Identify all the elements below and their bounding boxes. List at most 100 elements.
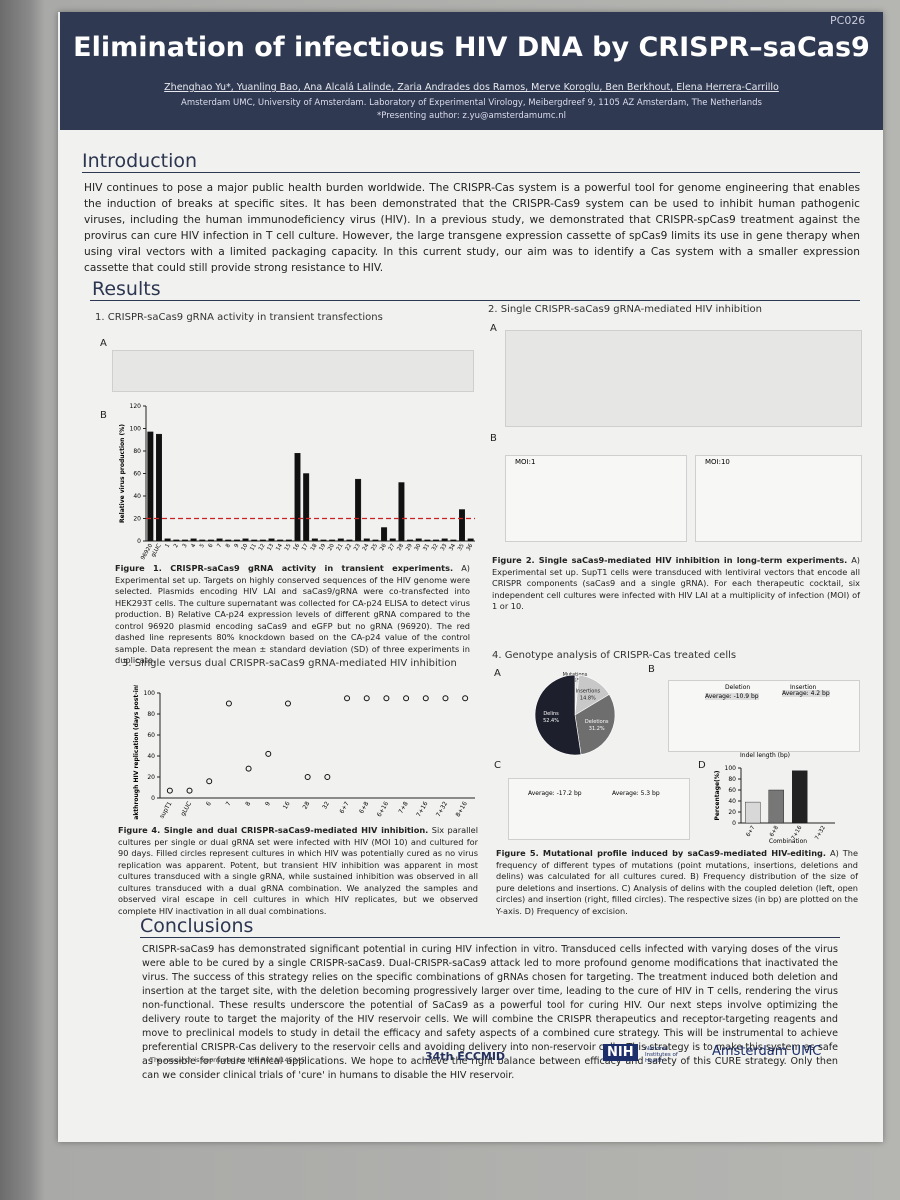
- dot: [363, 695, 370, 702]
- y-axis-label: Relative virus production (%): [119, 424, 126, 523]
- plot-placeholder: [508, 778, 690, 840]
- panel-label: B: [648, 664, 655, 675]
- x-tick-label: 6+7: [338, 800, 350, 815]
- y-tick-label: 100: [725, 765, 737, 772]
- slice-label: Insertions: [576, 689, 601, 695]
- x-tick-label: 8: [244, 800, 252, 807]
- y-tick-label: 0: [732, 820, 736, 827]
- caption-text: A) The frequency of different types of m…: [496, 848, 858, 916]
- bar: [355, 478, 362, 542]
- x-tick-label: 6: [205, 800, 213, 807]
- poster-code: PC026: [830, 14, 866, 27]
- annotation: Average: 4.2 bp: [782, 690, 830, 697]
- dot: [265, 750, 272, 757]
- x-tick-label: 7+16: [415, 800, 429, 818]
- x-tick-label: 6+16: [376, 800, 390, 818]
- bar: [190, 538, 197, 542]
- bar: [459, 509, 465, 542]
- caption-label: Figure 5. Mutational profile induced by …: [496, 848, 826, 858]
- plot-title: MOI:1: [515, 458, 536, 466]
- x-tick-label: 16: [282, 800, 292, 810]
- bar: [277, 539, 284, 542]
- y-axis-label: Breakthrough HIV replication (days post-…: [133, 685, 140, 820]
- dot: [225, 700, 232, 707]
- x-tick-label: 36: [466, 543, 475, 552]
- annotation: Insertion: [790, 684, 817, 691]
- dot: [462, 695, 469, 702]
- dot: [304, 774, 311, 780]
- dot: [383, 695, 390, 702]
- dot: [403, 695, 410, 702]
- axis-label: Indel length (bp): [740, 752, 790, 759]
- y-tick-label: 120: [130, 403, 142, 410]
- x-tick-label: 7+32: [435, 800, 449, 818]
- caption-text: A) Experimental set up. SupT1 cells were…: [492, 555, 860, 611]
- slice-value: 31.2%: [589, 726, 605, 732]
- panel-label: D: [698, 760, 706, 771]
- dot: [166, 787, 173, 794]
- bar: [242, 538, 249, 542]
- conclusions-heading: Conclusions: [140, 915, 840, 938]
- dot: [344, 695, 351, 702]
- x-tick-label: 7+32: [814, 825, 827, 841]
- x-tick-label: 32: [321, 800, 331, 810]
- slice-value: 52.4%: [543, 718, 559, 724]
- bar: [441, 538, 448, 542]
- intro-text: HIV continues to pose a major public hea…: [84, 182, 860, 274]
- x-tick-label: 25: [370, 543, 379, 552]
- bar: [415, 538, 422, 542]
- x-tick-label: 31: [422, 543, 431, 552]
- chart: 0 20 40 60 80 100 Percentage(%) Combination 6+7 6…: [714, 765, 835, 845]
- section-heading: 1. CRISPR-saCas9 gRNA activity in transi…: [95, 312, 383, 323]
- panel-label: C: [494, 760, 501, 771]
- intro-heading: Introduction: [82, 150, 860, 173]
- title: Elimination of infectious HIV DNA by CRI…: [73, 32, 870, 63]
- x-tick-label: 8: [225, 543, 232, 549]
- bar: [294, 453, 301, 542]
- x-tick-label: 23: [353, 543, 362, 552]
- x-tick-label: 19: [319, 543, 328, 552]
- bar: [199, 539, 206, 542]
- authors: Zhenghao Yu*, Yuanling Bao, Ana Alcalá L…: [164, 82, 779, 93]
- x-tick-label: 6+8: [358, 800, 370, 815]
- panel-label: B: [100, 410, 107, 421]
- dot: [206, 778, 213, 785]
- x-tick-label: 16: [293, 543, 302, 552]
- logo: 34th ECCMID: [425, 1050, 506, 1063]
- header-band: [60, 12, 883, 130]
- x-tick-label: 12: [258, 543, 267, 552]
- x-tick-label: 29: [405, 543, 414, 552]
- x-tick-label: 13: [267, 543, 276, 552]
- x-tick-label: 24: [362, 543, 371, 552]
- results-heading: Results: [92, 278, 161, 300]
- y-tick-label: 100: [130, 426, 142, 433]
- x-tick-label: 6: [208, 543, 215, 549]
- slice-label: Deletions: [585, 719, 609, 725]
- annotation: Average: -10.9 bp: [705, 693, 759, 700]
- x-tick-label: gLUC: [179, 801, 193, 818]
- y-tick-label: 20: [728, 809, 736, 816]
- y-tick-label: 60: [728, 787, 736, 794]
- schematic: [112, 350, 474, 392]
- bar: [745, 801, 761, 824]
- y-tick-label: 20: [147, 774, 155, 781]
- bar: [433, 539, 440, 542]
- x-tick-label: 11: [249, 543, 258, 552]
- affiliation: Amsterdam UMC, University of Amsterdam. …: [181, 98, 762, 108]
- caption-text: A) Experimental set up. Targets on highl…: [115, 563, 470, 665]
- panel-label: A: [494, 668, 501, 679]
- x-tick-label: 34: [448, 543, 457, 552]
- y-tick-label: 40: [728, 798, 736, 805]
- x-tick-label: 33: [440, 543, 449, 552]
- bar: [768, 789, 784, 824]
- section-heading: 2. Single CRISPR-saCas9 gRNA-mediated HI…: [488, 304, 763, 315]
- x-tick-label: 22: [344, 543, 353, 552]
- caption: Figure 5. Mutational profile induced by …: [496, 848, 858, 917]
- plot-placeholder: [668, 680, 860, 752]
- bar: [372, 539, 379, 542]
- dot: [284, 700, 291, 707]
- bar: [329, 539, 336, 542]
- results-rule: [90, 300, 860, 301]
- logo: National Institutes of Health: [645, 1046, 678, 1064]
- dot: [422, 695, 429, 702]
